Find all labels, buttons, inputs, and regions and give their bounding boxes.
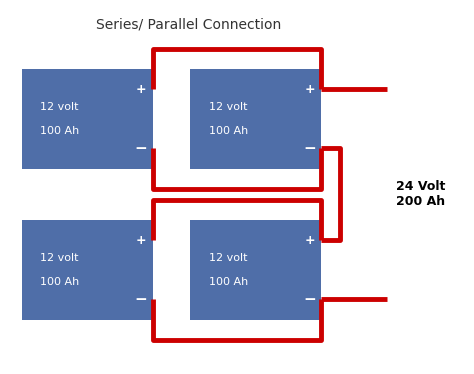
Text: +: + [304, 83, 315, 96]
Text: +: + [304, 234, 315, 247]
Text: 12 volt: 12 volt [209, 102, 247, 112]
Bar [190, 220, 321, 320]
Text: 12 volt: 12 volt [40, 102, 79, 112]
Text: Series/ Parallel Connection: Series/ Parallel Connection [97, 18, 282, 31]
Text: 12 volt: 12 volt [209, 253, 247, 263]
Text: −: − [135, 292, 147, 307]
Text: −: − [303, 292, 316, 307]
Text: 100 Ah: 100 Ah [40, 277, 80, 287]
Text: +: + [136, 234, 146, 247]
Bar [21, 69, 153, 169]
Text: 12 volt: 12 volt [40, 253, 79, 263]
Text: −: − [303, 141, 316, 156]
Text: 100 Ah: 100 Ah [209, 277, 248, 287]
Bar [21, 220, 153, 320]
Text: 100 Ah: 100 Ah [40, 126, 80, 136]
Text: −: − [135, 141, 147, 156]
Bar [190, 69, 321, 169]
Text: 24 Volt
200 Ah: 24 Volt 200 Ah [396, 180, 446, 208]
Text: 100 Ah: 100 Ah [209, 126, 248, 136]
Text: +: + [136, 83, 146, 96]
